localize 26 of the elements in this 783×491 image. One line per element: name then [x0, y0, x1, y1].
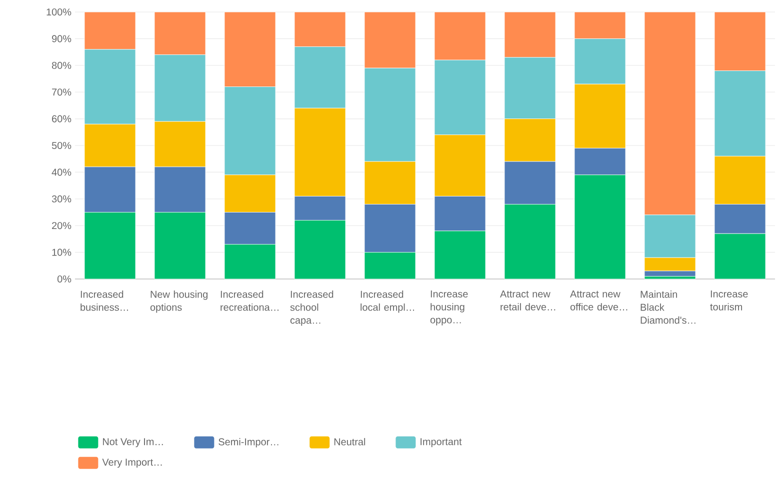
x-tick-label: Attract new office deve… — [570, 290, 628, 310]
x-tick-label: Increase tourism — [710, 290, 748, 310]
x-tick-label: Increased school capa… — [290, 290, 334, 326]
y-tick-label: 100% — [46, 8, 72, 16]
legend-label: Important — [420, 438, 462, 448]
y-tick-label: 80% — [52, 62, 72, 69]
x-tick-label: Increased recreationa… — [220, 290, 278, 311]
x-tick-label: Increased business… — [80, 290, 128, 311]
legend-label: Semi-Impor… — [218, 438, 278, 448]
y-tick-label: 70% — [52, 88, 72, 96]
y-tick-label: 90% — [52, 35, 72, 42]
y-tick-label: 10% — [52, 248, 72, 256]
y-tick-label: 30% — [52, 195, 72, 202]
x-tick-label: Increase housing oppo… — [430, 290, 468, 326]
x-tick-label: Maintain Black Diamond's… — [640, 290, 696, 324]
y-tick-label: 60% — [52, 115, 72, 122]
x-tick-label: Increased local empl… — [360, 290, 414, 313]
legend-label: Neutral — [334, 438, 366, 446]
x-tick-label: New housing options — [150, 290, 208, 313]
y-tick-label: 40% — [52, 168, 72, 176]
y-tick-label: 20% — [52, 222, 72, 230]
y-tick-label: 0% — [57, 275, 72, 283]
x-tick-label: Attract new retail deve… — [500, 290, 556, 310]
legend-label: Not Very Im… — [102, 438, 163, 448]
y-tick-label: 50% — [52, 142, 72, 150]
legend-label: Very Import… — [102, 458, 162, 468]
